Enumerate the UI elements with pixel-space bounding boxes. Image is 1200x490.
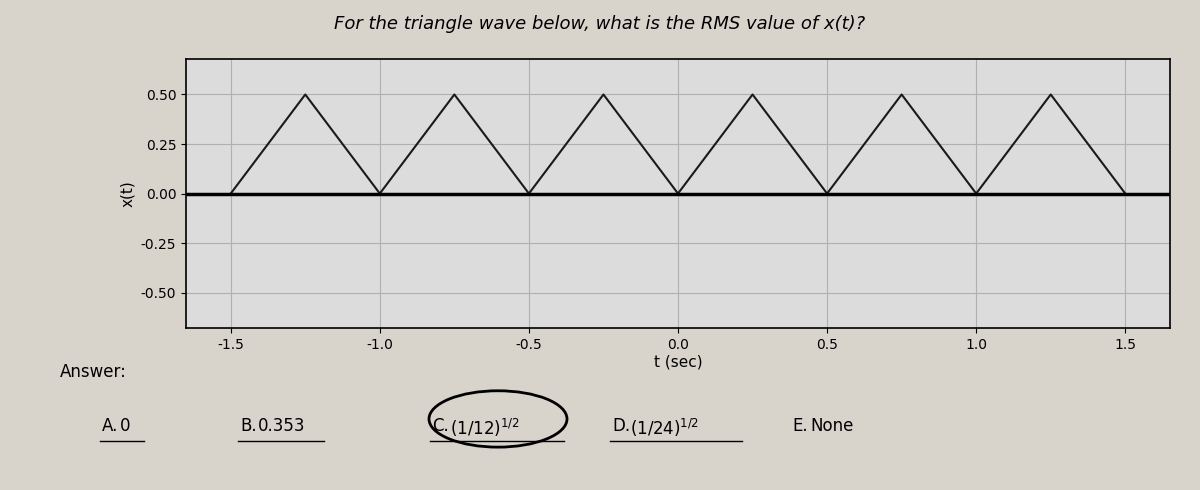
Text: 0: 0 xyxy=(120,416,131,435)
Text: C.: C. xyxy=(432,416,449,435)
Text: None: None xyxy=(810,416,853,435)
Text: E.: E. xyxy=(792,416,808,435)
Text: 0.353: 0.353 xyxy=(258,416,306,435)
Text: Answer:: Answer: xyxy=(60,363,127,381)
Text: $(1/12)^{1/2}$: $(1/12)^{1/2}$ xyxy=(450,416,520,439)
Text: $(1/24)^{1/2}$: $(1/24)^{1/2}$ xyxy=(630,416,698,439)
X-axis label: t (sec): t (sec) xyxy=(654,355,702,370)
Text: D.: D. xyxy=(612,416,630,435)
Y-axis label: x(t): x(t) xyxy=(120,180,136,207)
Text: For the triangle wave below, what is the RMS value of x(t)?: For the triangle wave below, what is the… xyxy=(335,15,865,33)
Text: B.: B. xyxy=(240,416,257,435)
Text: A.: A. xyxy=(102,416,119,435)
